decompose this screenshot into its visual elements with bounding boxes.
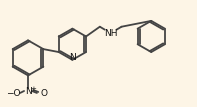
- Text: NH: NH: [104, 29, 117, 38]
- Text: N: N: [69, 53, 76, 62]
- Text: +: +: [30, 86, 36, 92]
- Text: O: O: [40, 89, 47, 98]
- Text: N: N: [25, 86, 31, 96]
- Text: −O: −O: [6, 89, 20, 98]
